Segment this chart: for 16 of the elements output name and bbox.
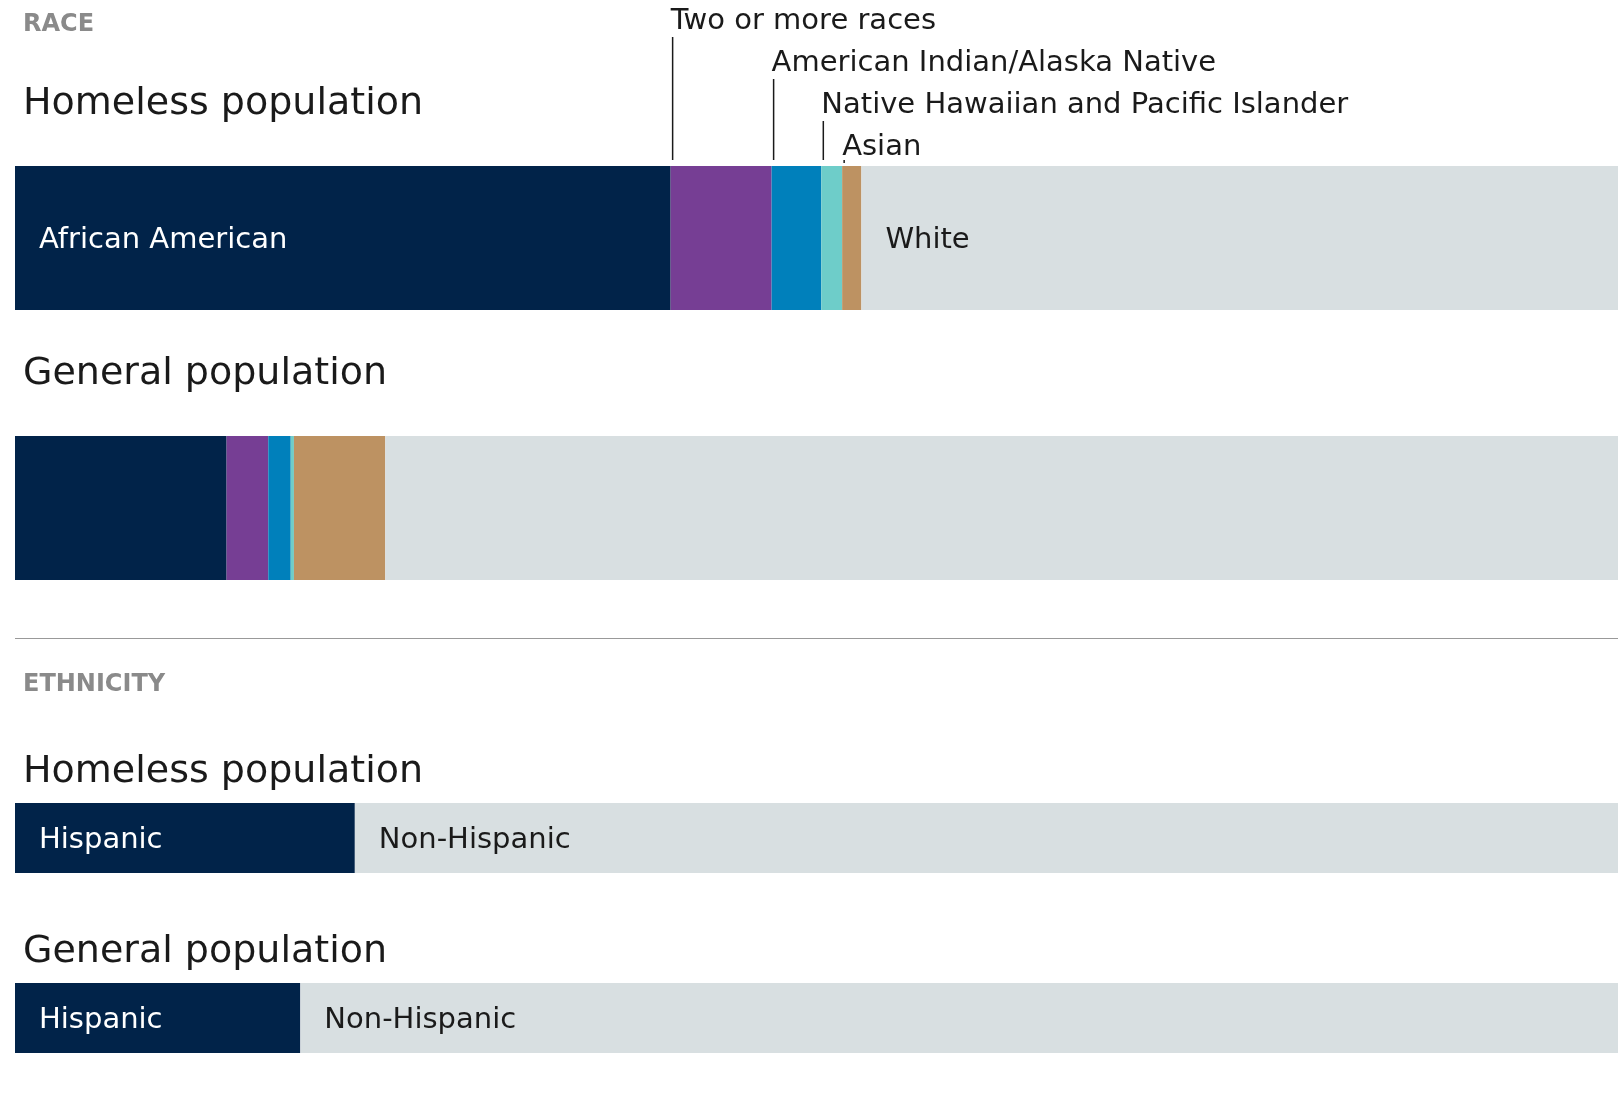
series-label: White [885,221,970,255]
series-label: Non-Hispanic [378,821,571,855]
y-tick-label: Homeless population [23,747,424,791]
series-label: Hispanic [39,821,163,855]
text: Non-Hispanic [324,1001,517,1035]
y-tick-label: General population [23,349,388,393]
chart-title: ETHNICITY [23,669,166,697]
text: Hispanic [39,1001,163,1035]
series-label: African American [39,221,288,255]
text: American Indian/Alaska Native [771,44,1217,78]
text: Two or more races [669,2,937,36]
y-tick-label: General population [23,927,388,971]
chart-title: RACE [23,9,95,37]
series-label: Native Hawaiian and Pacific Islander [821,86,1349,120]
y-tick-label: Homeless population [23,79,424,123]
series-label: Asian [842,128,922,162]
